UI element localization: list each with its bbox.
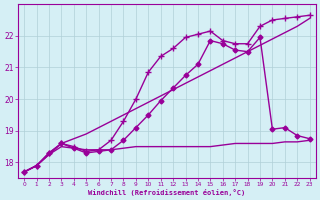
- X-axis label: Windchill (Refroidissement éolien,°C): Windchill (Refroidissement éolien,°C): [88, 189, 245, 196]
